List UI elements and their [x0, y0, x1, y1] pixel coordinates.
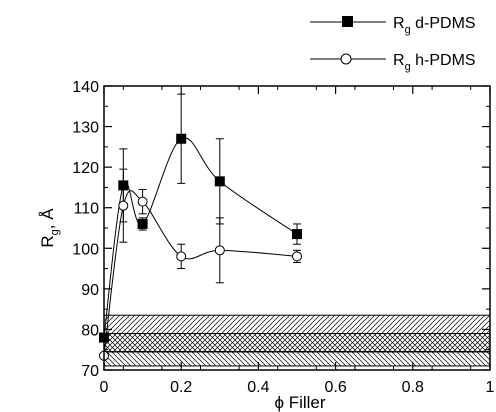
x-tick-label: 0.8	[402, 379, 424, 396]
data-point-d-pdms	[137, 218, 148, 229]
series-line-0	[104, 137, 298, 338]
x-tick-label: 0.4	[247, 379, 269, 396]
data-point-h-pdms	[214, 245, 225, 256]
y-tick-label: 110	[73, 201, 99, 218]
y-tick-label: 80	[81, 322, 99, 339]
y-tick-label: 140	[72, 79, 99, 96]
svg-text:Rg d-PDMS: Rg d-PDMS	[393, 15, 476, 36]
svg-text:Rg h-PDMS: Rg h-PDMS	[393, 52, 476, 73]
plot-frame	[103, 85, 491, 371]
y-tick-label: 70	[81, 363, 99, 380]
y-tick-label: 130	[72, 120, 99, 137]
y-tick-label: 120	[72, 160, 99, 177]
tick-labels: 0 0.2 0.4 0.6 0.8 1 70 80 90 100 110 120 130 140	[72, 79, 494, 396]
shaded-bands	[104, 314, 490, 367]
x-tick-label: 0.6	[324, 379, 346, 396]
data-point-d-pdms	[214, 176, 225, 187]
legend-entry-h-pdms: Rg h-PDMS	[310, 52, 476, 73]
data-point-d-pdms	[292, 229, 302, 240]
data-point-h-pdms	[118, 200, 129, 211]
data-point-d-pdms	[176, 133, 187, 144]
data-point-h-pdms	[292, 251, 302, 262]
data-point-h-pdms	[176, 251, 187, 262]
y-tick-label: 90	[81, 282, 99, 299]
filled-square-marker-icon	[342, 16, 353, 27]
x-axis-title: ϕ Filler	[274, 393, 325, 412]
y-tick-label: 100	[72, 241, 99, 258]
x-tick-label: 0	[100, 379, 109, 396]
data-point-h-pdms	[137, 196, 148, 207]
x-tick-label: 1	[486, 379, 495, 396]
y-axis-title: Rg, Å	[38, 208, 61, 248]
legend: Rg d-PDMS Rg h-PDMS	[310, 15, 476, 73]
shaded-band-1	[104, 332, 490, 367]
open-circle-marker-icon	[340, 53, 352, 65]
legend-entry-d-pdms: Rg d-PDMS	[310, 15, 476, 36]
x-tick-label: 0.2	[170, 379, 192, 396]
